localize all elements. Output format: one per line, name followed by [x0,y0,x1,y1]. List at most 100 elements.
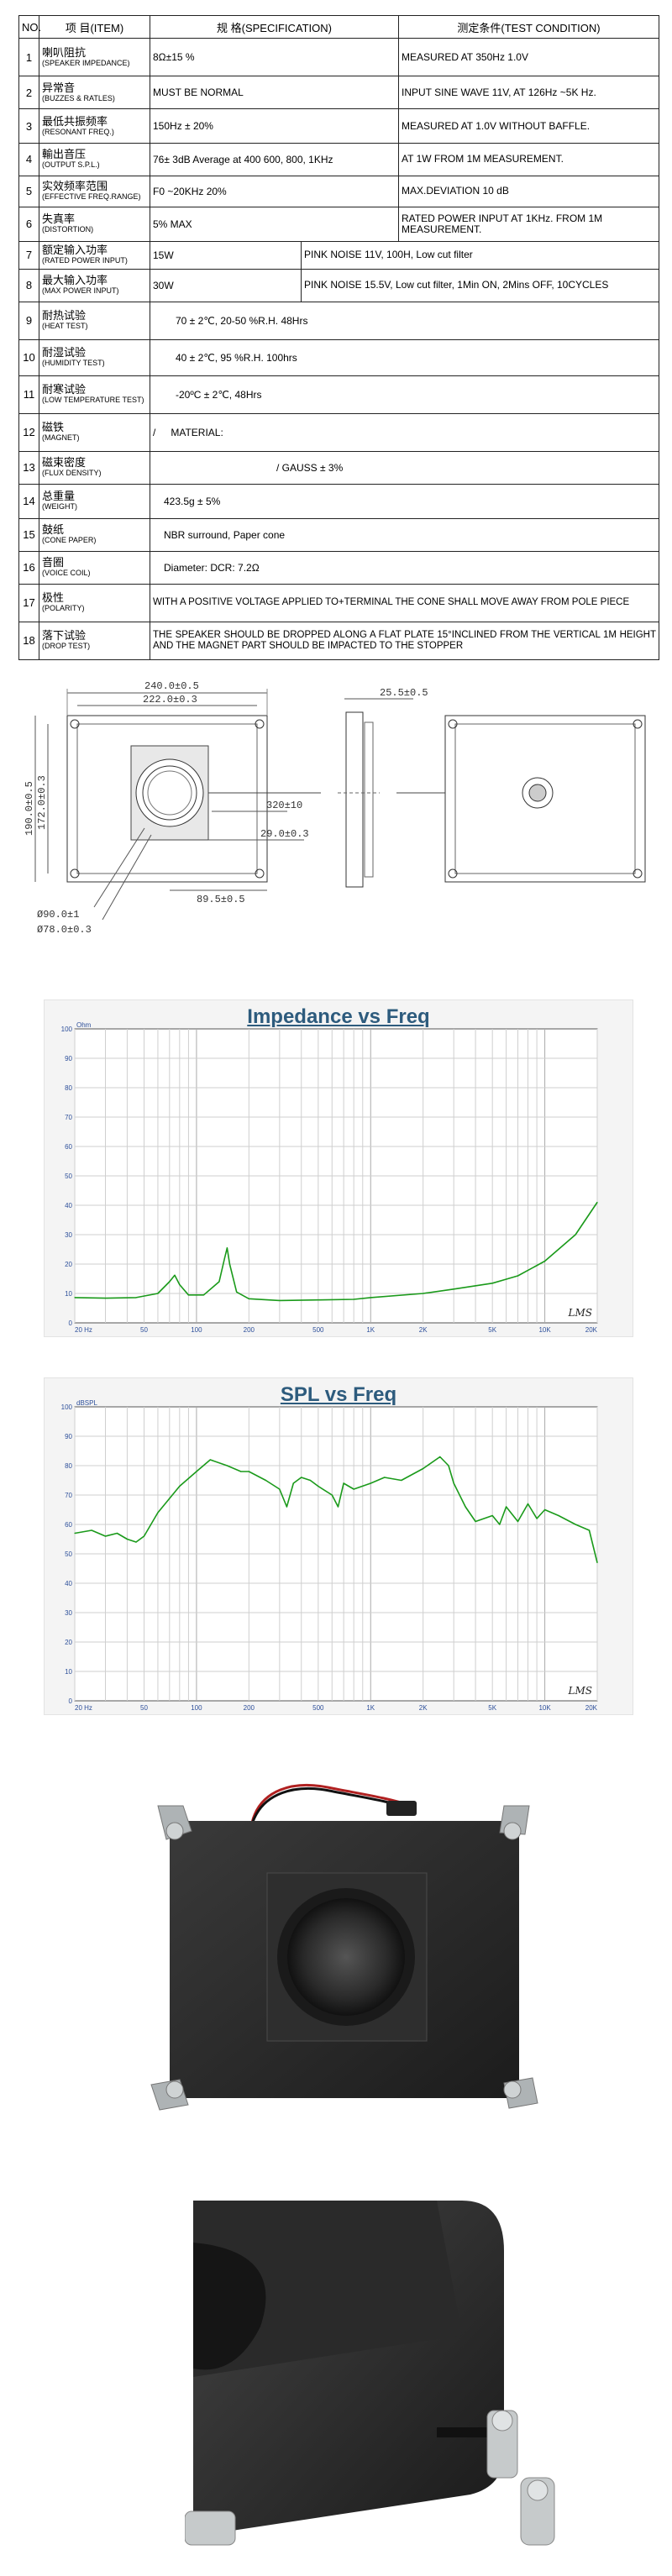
table-row: 6 失真率 (DISTORTION) 5% MAX RATED POWER INPUT … [18,206,660,242]
spl-chart: SPL vs Freq 100 90 80 70 60 50 40 30 20 10 0 dBSPL 2… [44,1377,633,1715]
y-tick-label: 30 [65,1609,72,1617]
data-point [226,1465,228,1466]
table-row: 15 鼓纸 (CONE PAPER) NBR surround, Paper cone [18,517,660,552]
item-cn: 磁束密度 [42,456,87,470]
row-number: 18 [18,621,39,661]
item-cell: 落下试验 (DROP TEST) [39,621,150,661]
item-cell: 最低共振频率 (RESONANT FREQ.) [39,108,150,144]
data-point [596,1201,598,1204]
data-point [543,1260,546,1262]
x-tick-label: 5K [488,1326,496,1334]
x-tick-label: 1K [366,1326,375,1334]
data-point [196,1471,197,1472]
y-tick-label: 80 [65,1462,72,1470]
y-tick-label: 100 [61,1403,73,1411]
x-tick-label: 20K [585,1704,598,1712]
item-cn: 鼓纸 [42,523,65,537]
data-point [218,1281,220,1283]
watermark-logo: LMS [568,1685,592,1697]
spec-cell: 15W [150,240,302,270]
data-point [337,1506,339,1508]
x-tick-label: 100 [191,1704,202,1712]
item-cn: 耐寒试验 [42,383,87,396]
table-row: 13 磁束密度 (FLUX DENSITY) / GAUSS ± 3% [18,450,660,485]
table-row: 2 异常音 (BUZZES & RATLES) MUST BE NORMAL INPUT… [18,76,660,110]
item-cn: 輸出音压 [42,148,87,161]
item-en: (CONE PAPER) [42,536,97,545]
item-cell: 耐湿试验 (HUMIDITY TEST) [39,338,150,376]
data-point [104,1535,107,1537]
condition-cell: MAX.DEVIATION 10 dB [398,175,660,207]
item-cn: 额定输入功率 [42,244,108,257]
data-point [370,1482,371,1484]
dim-diameter-outer: Ø90.0±1 [37,909,79,921]
item-en: (DISTORTION) [42,225,94,234]
condition-cell: RATED POWER INPUT AT 1KHz. FROM 1M MEASU… [398,206,660,242]
item-en: (FLUX DENSITY) [42,469,102,478]
x-tick-label: 5K [488,1704,496,1712]
row-number: 7 [18,240,39,270]
row-number: 9 [18,301,39,340]
data-point [536,1518,538,1519]
data-point [187,1294,190,1296]
row-number: 6 [18,206,39,242]
table-row: 17 极性 (POLARITY) WITH A POSITIVE VOLTAGE AP… [18,583,660,622]
spec-cell: 40 ± 2℃, 95 %R.H. 100hrs [149,338,660,376]
x-tick-label: 100 [191,1326,202,1334]
x-tick-label: 20K [585,1326,598,1334]
y-tick-label: 0 [69,1319,73,1327]
item-cell: 耐热试验 (HEAT TEST) [39,301,150,340]
item-en: (HUMIDITY TEST) [42,359,105,368]
spec-cell: F0 ~20KHz 20% [149,175,400,207]
item-en: (LOW TEMPERATURE TEST) [42,396,144,405]
data-point [223,1257,225,1259]
y-tick-label: 30 [65,1231,72,1239]
data-point [157,1512,159,1514]
spec-cell: NBR surround, Paper cone [149,517,660,552]
table-row: 8 最大输入功率 (MAX POWER INPUT) 30W PINK NOISE 15… [18,268,660,302]
spec-cell: 76± 3dB Average at 400 600, 800, 1KHz [149,143,400,176]
spec-cell: Diameter: DCR: 7.2Ω [149,550,660,585]
row-number: 2 [18,76,39,110]
dim-inner-width: 222.0±0.3 [143,694,197,706]
x-tick-label: 500 [312,1326,324,1334]
item-cn: 音圈 [42,556,65,569]
header-no: NO. [18,15,41,39]
data-point [240,1471,242,1472]
table-row: 9 耐热试验 (HEAT TEST) 70 ± 2℃, 20-50 %R.H. 48H… [18,301,660,340]
item-en: (SPEAKER IMPEDANCE) [42,58,130,67]
data-point [179,1283,181,1286]
spec-cell: MUST BE NORMAL [149,76,400,110]
row-number: 14 [18,483,39,519]
table-row: 18 落下试验 (DROP TEST) THE SPEAKER SHOULD BE D… [18,621,660,661]
data-point [202,1294,205,1296]
spec-cell: 150Hz ± 20% [149,108,400,144]
y-tick-label: 0 [69,1697,73,1705]
x-tick-label: 2K [419,1704,428,1712]
spec-text: MATERIAL: [171,426,223,438]
data-point [439,1456,441,1458]
spec-cell: 30W [150,268,302,302]
item-en: (RATED POWER INPUT) [42,256,128,265]
dimension-drawing: 240.0±0.5 222.0±0.3 190.0±0.5 172.0±0.3 … [24,680,646,936]
item-cn: 总重量 [42,490,76,503]
front-view-frame [66,715,268,883]
speaker-corner-photo [185,2201,555,2546]
spec-cell: -20ºC ± 2℃, 48Hrs [149,375,660,414]
data-point [174,1274,176,1276]
data-point [448,1465,449,1466]
table-header-row: NO. 项 目(ITEM) 规 格(SPECIFICATION) 测定条件(TE… [18,15,660,39]
table-row: 11 耐寒试验 (LOW TEMPERATURE TEST) -20ºC ± 2℃, … [18,375,660,414]
row-number: 17 [18,583,39,622]
condition-cell: MEASURED AT 1.0V WITHOUT BAFFLE. [398,108,660,144]
data-point [505,1506,507,1508]
item-cn: 失真率 [42,212,76,226]
speaker-top-photo [150,1784,538,2111]
item-en: (DROP TEST) [42,642,91,651]
x-tick-label: 20 Hz [75,1326,92,1334]
item-cn: 最低共振频率 [42,114,108,128]
dim-bottom: 89.5±0.5 [197,894,245,905]
y-tick-label: 70 [65,1114,72,1121]
item-cn: 耐热试验 [42,309,87,323]
item-cell: 喇叭阻抗 (SPEAKER IMPEDANCE) [39,37,150,77]
